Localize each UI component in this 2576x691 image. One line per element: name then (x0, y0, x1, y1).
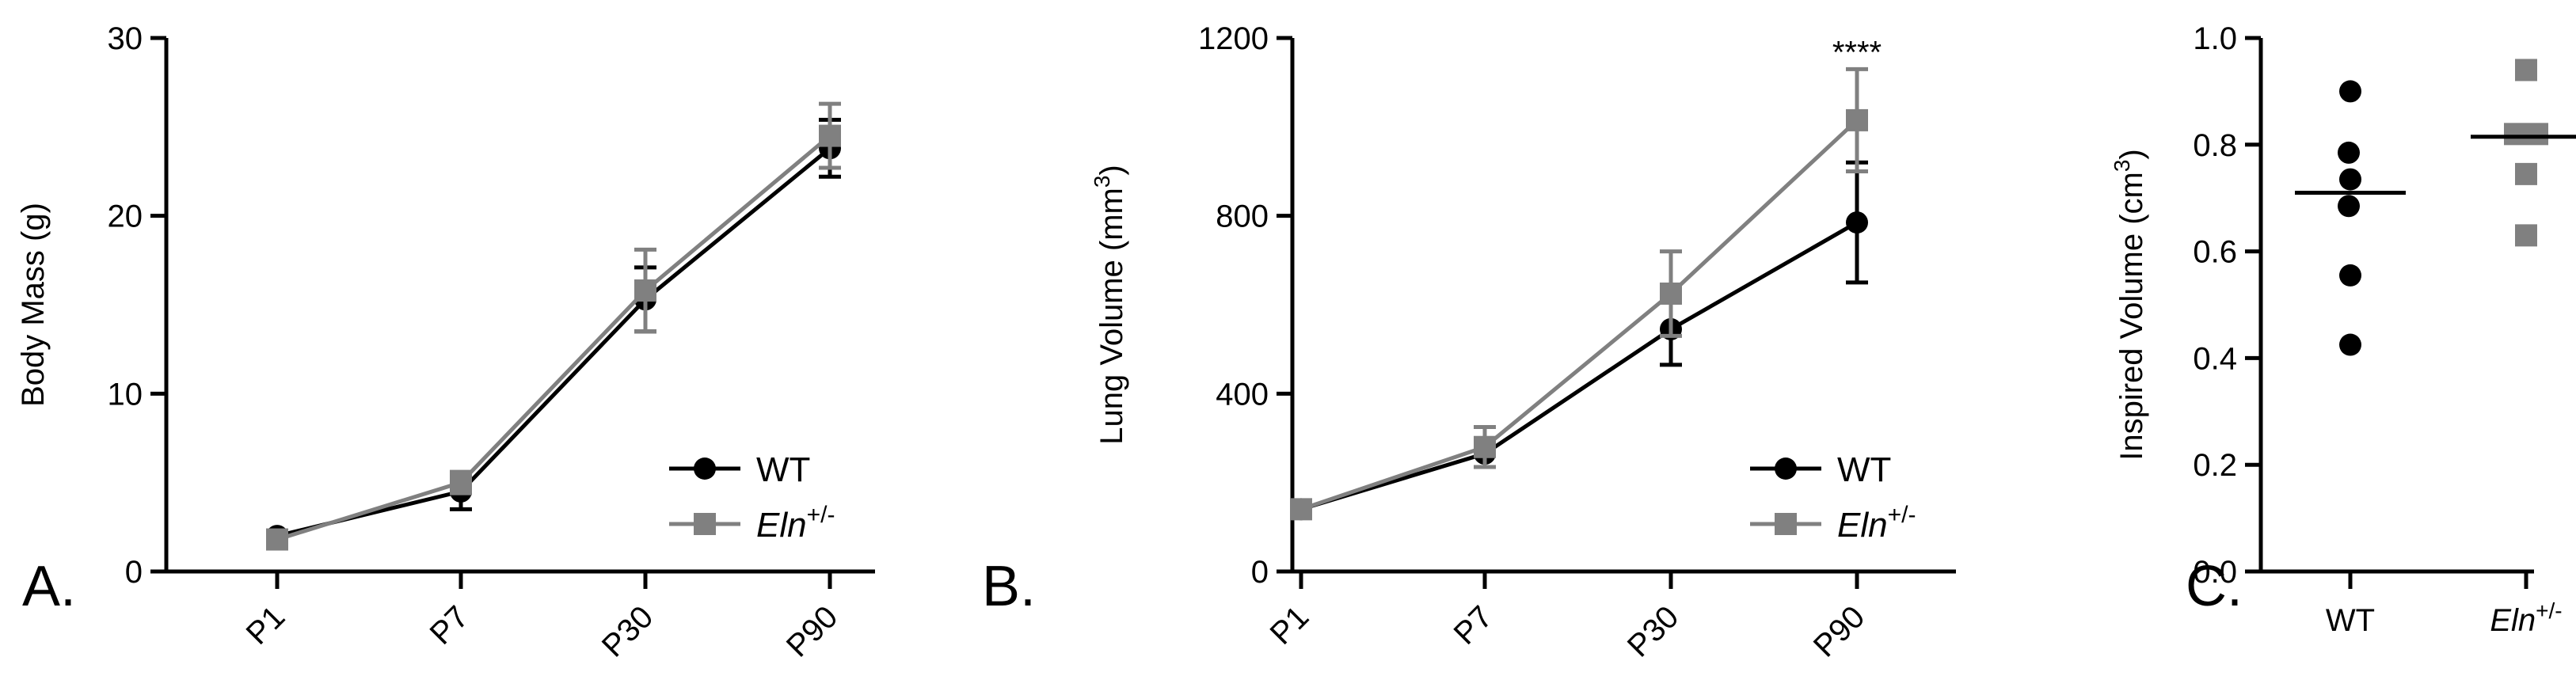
y-tick-label: 0.0 (2193, 555, 2237, 590)
legend-marker (694, 513, 716, 535)
x-tick-label: WT (2326, 603, 2375, 638)
legend-label: WT (756, 450, 810, 489)
data-point (2526, 123, 2548, 146)
panel-2: 0 400 800 1200 Lung Volume (mm3) B. P1 P7 P30 P90… (982, 21, 1956, 664)
y-tick-label: 30 (108, 21, 143, 56)
x-tick-label-text: WT (2326, 603, 2375, 638)
panel-letter: A. (22, 555, 76, 618)
series-line (276, 134, 831, 541)
y-tick-label: 0.4 (2193, 341, 2237, 376)
data-point (1660, 282, 1682, 305)
x-tick-label: Eln+/- (2490, 598, 2562, 638)
legend: WT Eln+/- (669, 450, 835, 545)
data-point (1290, 498, 1312, 521)
y-tick-label: 800 (1216, 199, 1269, 234)
data-point (634, 279, 656, 302)
data-point (266, 528, 288, 551)
y-axis-title-text: Inspired Volume (cm (2114, 172, 2149, 461)
data-point (1846, 108, 1868, 131)
legend-label: Eln+/- (1837, 502, 1916, 545)
legend-label-text: Eln (756, 506, 807, 545)
significance-label: **** (1832, 36, 1882, 70)
y-axis-title: Body Mass (g) (16, 203, 51, 407)
legend-label-sup: +/- (807, 502, 835, 528)
y-axis-title: Inspired Volume (cm3) (2110, 149, 2149, 461)
legend-label-text: WT (1837, 450, 1891, 489)
y-tick-label: 10 (108, 377, 143, 412)
data-point (2515, 224, 2537, 247)
y-axis-title: Lung Volume (mm3) (1090, 165, 1129, 445)
legend-marker (1775, 513, 1797, 535)
x-tick-label: P90 (780, 599, 844, 663)
data-point (450, 471, 472, 494)
x-tick-label: P7 (424, 599, 476, 651)
data-point (2339, 333, 2361, 356)
data-point (819, 124, 841, 147)
data-point (2515, 59, 2537, 82)
legend-label-sup: +/- (1888, 502, 1916, 528)
series-eln (266, 101, 841, 551)
legend: WT Eln+/- (1750, 450, 1916, 545)
x-tick-label: P7 (1448, 599, 1500, 651)
series-line (1300, 119, 1859, 511)
data-point (2515, 162, 2537, 185)
series-line (1300, 220, 1859, 511)
legend-label: Eln+/- (756, 502, 835, 545)
y-axis-title-end: ) (2114, 149, 2149, 159)
y-axis-title-sup: 3 (2110, 160, 2134, 173)
legend-label-text: Eln (1837, 506, 1888, 545)
data-point (2338, 141, 2360, 164)
x-tick-label-sup: +/- (2536, 598, 2562, 623)
y-tick-label: 20 (108, 199, 143, 234)
data-point (2338, 195, 2360, 218)
data-point (2339, 264, 2361, 287)
x-tick-label: P1 (240, 599, 292, 651)
panel-letter: B. (982, 555, 1036, 618)
y-tick-label: 400 (1216, 377, 1269, 412)
data-point (2504, 123, 2526, 146)
legend-label: WT (1837, 450, 1891, 489)
x-tick-label: P1 (1264, 599, 1316, 651)
x-tick-label: P30 (595, 599, 660, 663)
series-wt (266, 117, 841, 548)
series-line (276, 146, 831, 538)
panel-letter: C. (2186, 555, 2243, 618)
y-tick-label: 1200 (1198, 21, 1269, 56)
y-tick-label: 0.8 (2193, 128, 2237, 163)
group-0 (2295, 80, 2406, 356)
x-tick-label: P30 (1621, 599, 1685, 663)
legend-label-text: WT (756, 450, 810, 489)
y-tick-label: 0 (125, 555, 143, 590)
data-point (2339, 168, 2361, 191)
y-axis-title-text: Lung Volume (mm (1094, 188, 1129, 445)
panel-3: 0.0 0.2 0.4 0.6 0.8 1.0 Inspired Volume (cm3) C… (2110, 21, 2576, 638)
x-tick-label-text: Eln (2490, 603, 2536, 638)
legend-marker (694, 458, 716, 480)
y-tick-label: 0.6 (2193, 235, 2237, 270)
data-point (2339, 80, 2361, 103)
y-tick-label: 0.2 (2193, 448, 2237, 483)
series-eln (1290, 66, 1868, 521)
y-axis-title-end: ) (1094, 165, 1129, 175)
panel-1: 0 10 20 30 Body Mass (g) A. P1 P7 P30 P90 WT Eln+/- (16, 21, 875, 664)
data-point (1474, 435, 1496, 458)
y-tick-label: 1.0 (2193, 21, 2237, 56)
y-axis-title-sup: 3 (1090, 176, 1114, 188)
x-tick-label: P90 (1807, 599, 1871, 663)
group-1 (2471, 59, 2576, 247)
legend-marker (1775, 458, 1797, 480)
y-axis-title-text: Body Mass (g) (16, 203, 51, 407)
data-point (1846, 211, 1868, 234)
y-tick-label: 0 (1251, 555, 1269, 590)
